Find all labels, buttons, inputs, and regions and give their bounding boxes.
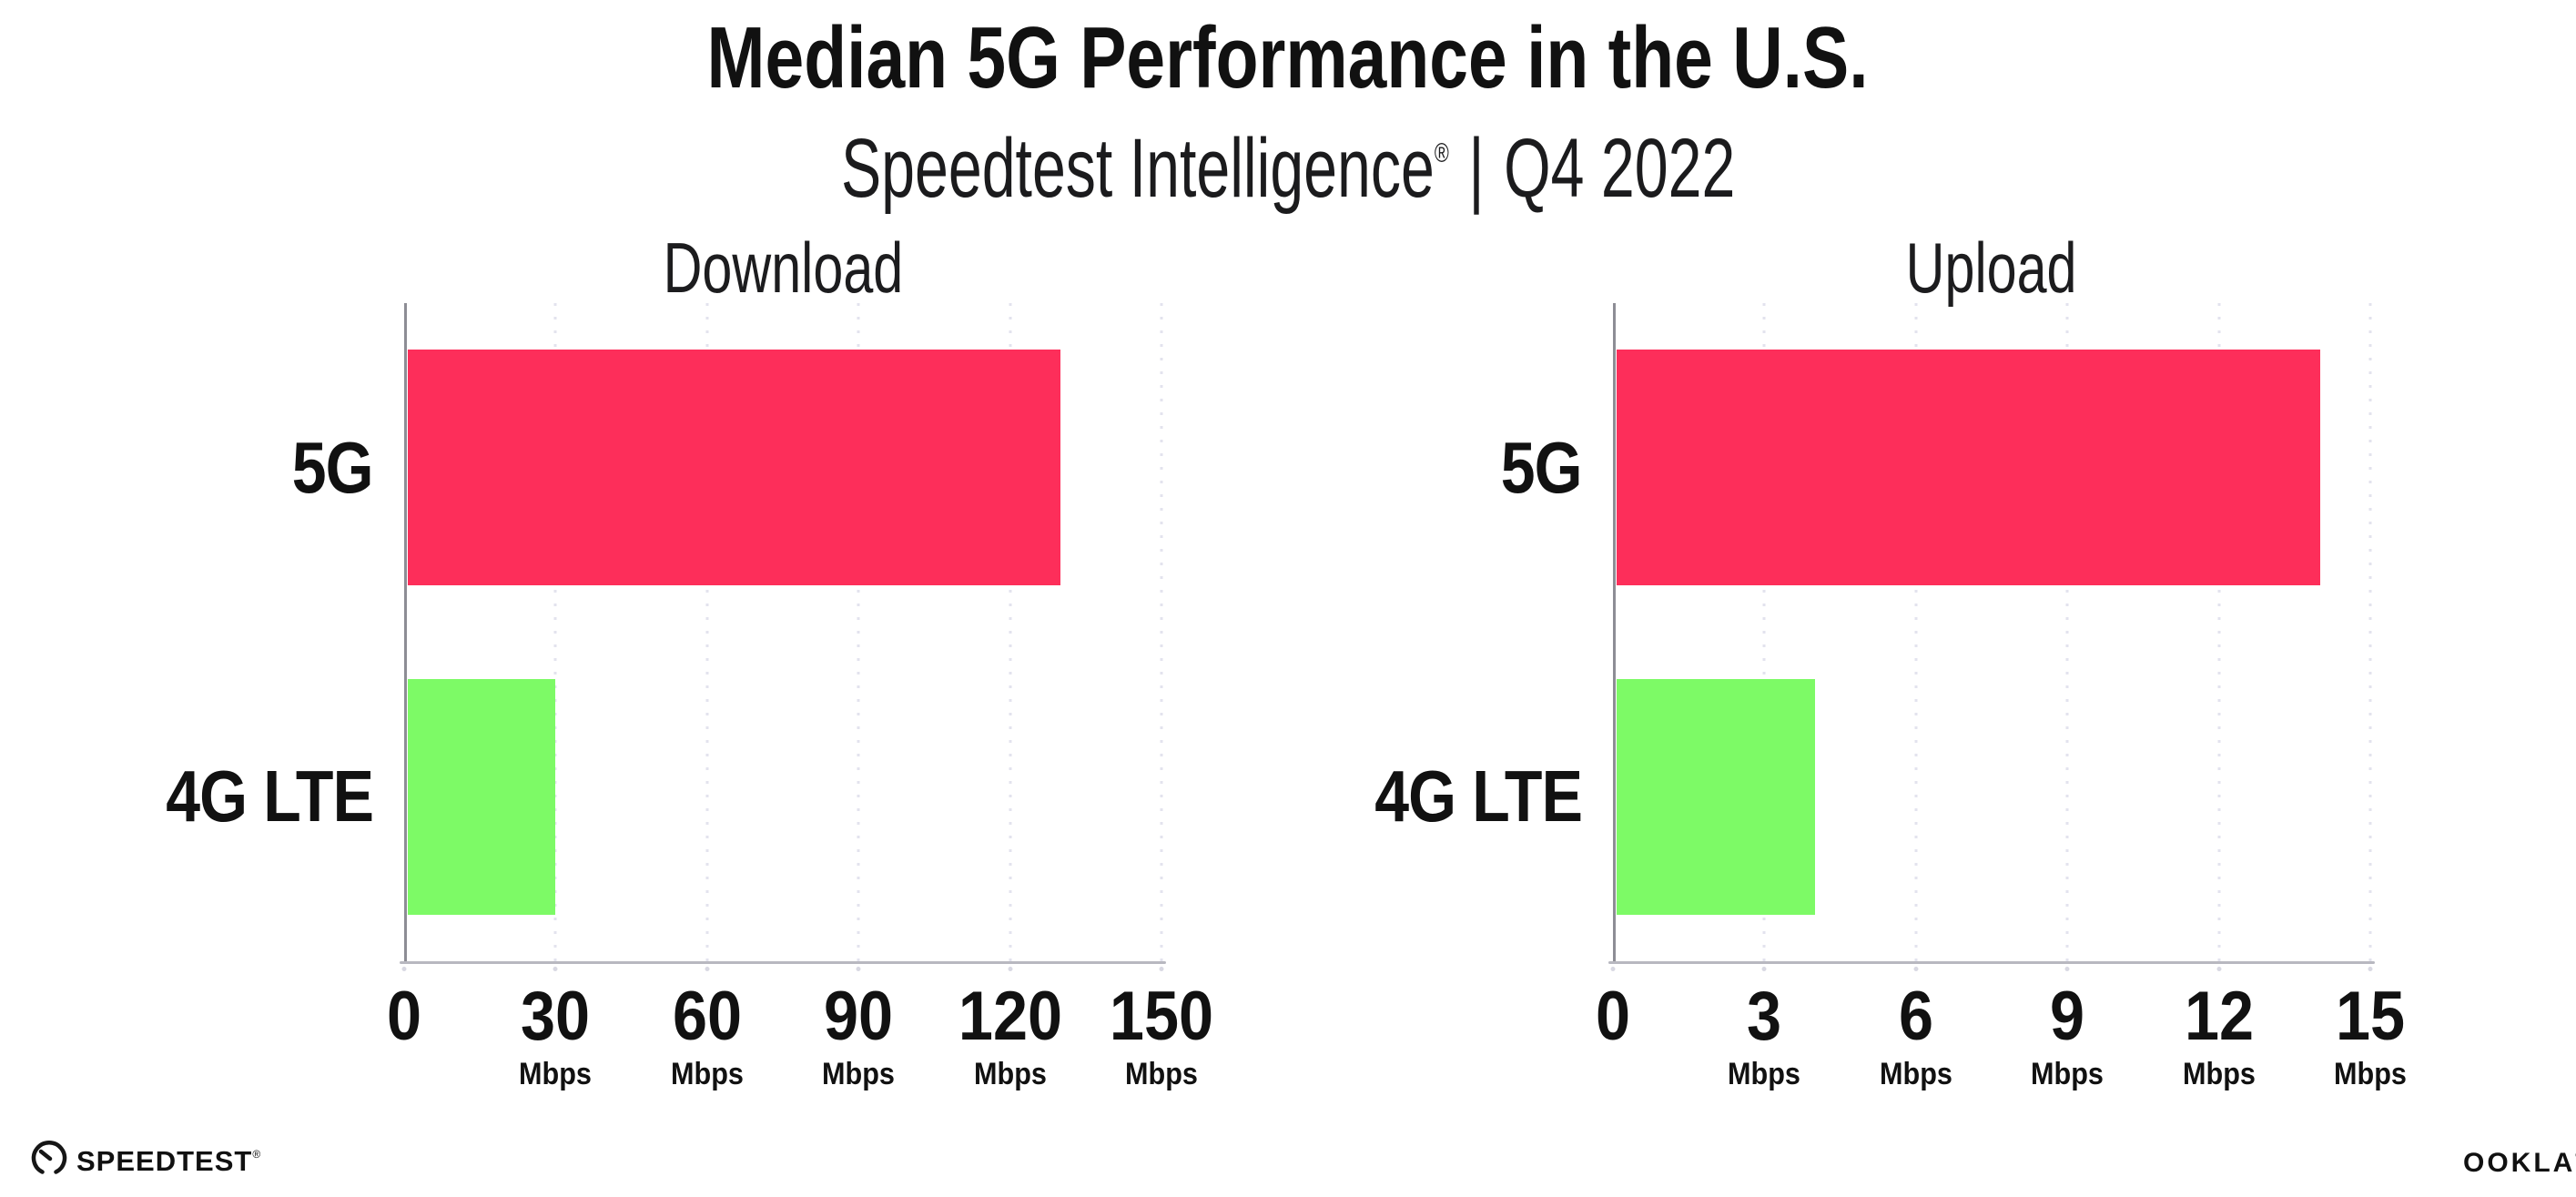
gridline <box>1160 303 1163 961</box>
subtitle-brand: Speedtest Intelligence <box>840 122 1435 215</box>
x-tick: 9 Mbps <box>1976 978 2158 1091</box>
x-tick-unit: Mbps <box>2182 1057 2256 1091</box>
x-tick-label: 6 <box>1898 978 1933 1055</box>
axis-tick-dot <box>2064 967 2070 971</box>
speedtest-gauge-icon <box>31 1141 67 1174</box>
category-label-4g-lte: 4G LTE <box>166 756 374 837</box>
x-tick-label: 15 <box>2335 978 2406 1055</box>
x-tick-unit: Mbps <box>1125 1057 1198 1091</box>
chart-title: Upload <box>1906 228 2077 308</box>
ookla-logo-text: OOKLA® <box>2463 1148 2576 1178</box>
bar-4g-lte <box>408 678 556 915</box>
axis-tick-dot <box>1913 967 1919 971</box>
x-tick: 6 Mbps <box>1825 978 2007 1091</box>
axis-tick-dot <box>856 967 861 971</box>
x-tick-unit: Mbps <box>1728 1057 1801 1091</box>
plot-area: 0 30 Mbps 60 Mbps 90 Mbps 120 Mbps 150 Mbps <box>387 303 1213 1090</box>
registered-mark: ® <box>1434 138 1449 168</box>
axis-tick-dot <box>2368 967 2373 971</box>
x-tick-unit: Mbps <box>973 1057 1047 1091</box>
x-tick: 0 <box>1522 981 1704 1052</box>
x-tick-unit: Mbps <box>2334 1057 2407 1091</box>
speedtest-registered-mark: ® <box>252 1148 262 1161</box>
x-tick: 120 Mbps <box>919 978 1101 1091</box>
speedtest-logo: SPEEDTEST® <box>31 1136 261 1180</box>
x-tick: 60 Mbps <box>616 978 798 1091</box>
x-tick-label: 3 <box>1747 978 1782 1055</box>
subtitle-period: Q4 2022 <box>1504 122 1736 215</box>
axis-tick-dot <box>553 967 558 971</box>
page-subtitle: Speedtest Intelligence® | Q4 2022 <box>0 109 2576 213</box>
gridline <box>553 303 557 961</box>
gridline <box>705 303 709 961</box>
chart-download: Download 5G 4G LTE 0 30 Mbps 60 Mbps 90 Mbps 120… <box>100 226 1213 1090</box>
x-tick: 0 <box>313 981 495 1052</box>
speedtest-logo-text: SPEEDTEST® <box>76 1145 262 1177</box>
x-tick-unit: Mbps <box>670 1057 744 1091</box>
axis-tick-dot <box>401 967 407 971</box>
axis-tick-dot <box>705 967 710 971</box>
axis-tick-dot <box>1610 967 1616 971</box>
category-label-4g-lte: 4G LTE <box>1374 756 1583 837</box>
x-tick-label: 9 <box>2050 978 2085 1055</box>
x-tick-unit: Mbps <box>519 1057 593 1091</box>
x-tick: 15 Mbps <box>2279 978 2461 1091</box>
subtitle-separator: | <box>1468 122 1485 215</box>
x-tick-label: 120 <box>958 978 1062 1055</box>
ookla-logo: OOKLA® <box>2463 1140 2576 1179</box>
gridline <box>857 303 860 961</box>
x-tick-label: 150 <box>1109 978 1214 1055</box>
bar-5g <box>408 350 1061 586</box>
gridline <box>2217 303 2221 961</box>
gridline <box>2065 303 2069 961</box>
page-title: Median 5G Performance in the U.S. <box>706 9 1870 107</box>
x-tick-label: 0 <box>1595 978 1631 1055</box>
x-tick-label: 12 <box>2184 978 2254 1055</box>
bar-5g <box>1617 350 2320 586</box>
x-tick-label: 30 <box>521 978 591 1055</box>
category-labels: 5G 4G LTE <box>1309 303 1583 961</box>
gridline <box>2368 303 2372 961</box>
x-tick-unit: Mbps <box>2031 1057 2104 1091</box>
category-labels: 5G 4G LTE <box>100 303 374 961</box>
axis-tick-dot <box>2216 967 2222 971</box>
x-tick: 3 Mbps <box>1673 978 1855 1091</box>
category-label-5g: 5G <box>1500 426 1583 508</box>
gridline <box>1914 303 1918 961</box>
bar-4g-lte <box>1617 678 1815 915</box>
gridline <box>1009 303 1012 961</box>
x-tick: 30 Mbps <box>464 978 646 1091</box>
x-tick: 12 Mbps <box>2128 978 2310 1091</box>
x-axis-line <box>400 961 1166 964</box>
chart-title: Download <box>663 228 903 308</box>
category-label-5g: 5G <box>291 426 374 508</box>
chart-upload: Upload 5G 4G LTE 0 3 Mbps 6 Mbps 9 Mbps 12 Mbps 15… <box>1309 226 2410 1090</box>
axis-tick-dot <box>1008 967 1013 971</box>
gridline <box>1762 303 1766 961</box>
x-tick: 150 Mbps <box>1070 978 1253 1091</box>
x-tick-label: 60 <box>672 978 742 1055</box>
x-tick-unit: Mbps <box>822 1057 896 1091</box>
x-axis-line <box>1608 961 2375 964</box>
x-tick-label: 0 <box>386 978 422 1055</box>
plot-area: 0 3 Mbps 6 Mbps 9 Mbps 12 Mbps 15 Mbps <box>1596 303 2407 1090</box>
x-tick-unit: Mbps <box>1879 1057 1952 1091</box>
y-axis-line <box>1613 303 1616 961</box>
x-tick: 90 Mbps <box>767 978 949 1091</box>
axis-tick-dot <box>1159 967 1164 971</box>
y-axis-line <box>404 303 407 961</box>
axis-tick-dot <box>1761 967 1767 971</box>
x-tick-label: 90 <box>824 978 894 1055</box>
